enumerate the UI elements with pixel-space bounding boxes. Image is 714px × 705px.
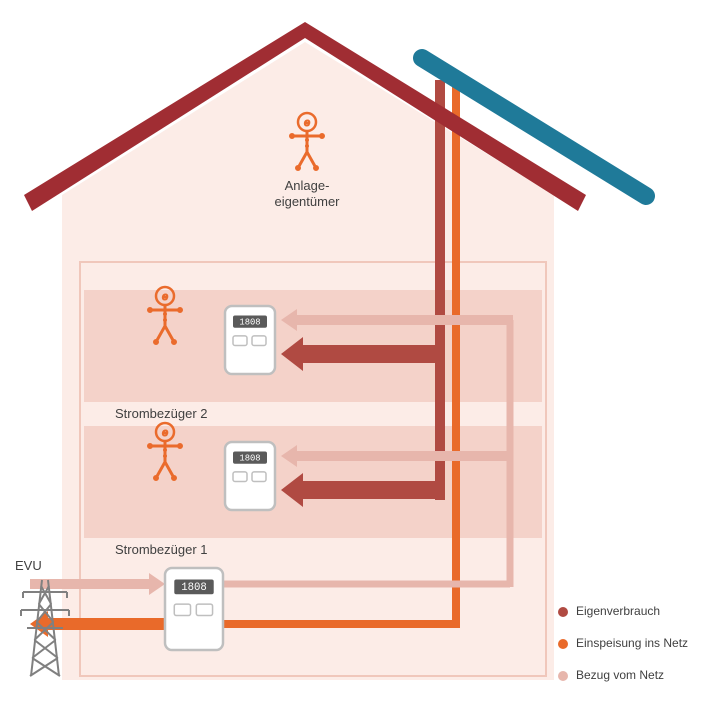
diagram-canvas: e 180818081808 <box>0 0 714 700</box>
svg-text:1808: 1808 <box>239 453 260 463</box>
legend-bezug: Bezug vom Netz <box>558 668 664 682</box>
meter-consumer2: 1808 <box>225 306 275 374</box>
legend-bezug-label: Bezug vom Netz <box>576 668 664 682</box>
meter-main: 1808 <box>165 568 223 650</box>
consumer1-label: Strombezüger 1 <box>115 542 208 558</box>
svg-text:1808: 1808 <box>181 582 207 594</box>
legend-eigenverbrauch-label: Eigenverbrauch <box>576 604 660 618</box>
meter-consumer1: 1808 <box>225 442 275 510</box>
legend-einspeisung: Einspeisung ins Netz <box>558 636 688 650</box>
legend-einspeisung-label: Einspeisung ins Netz <box>576 636 688 650</box>
evu-label: EVU <box>15 558 42 574</box>
svg-text:1808: 1808 <box>239 317 260 327</box>
owner-label: Anlage-eigentümer <box>262 178 352 209</box>
consumer2-label: Strombezüger 2 <box>115 406 208 422</box>
legend-eigenverbrauch: Eigenverbrauch <box>558 604 660 618</box>
pylon-icon <box>21 580 69 676</box>
